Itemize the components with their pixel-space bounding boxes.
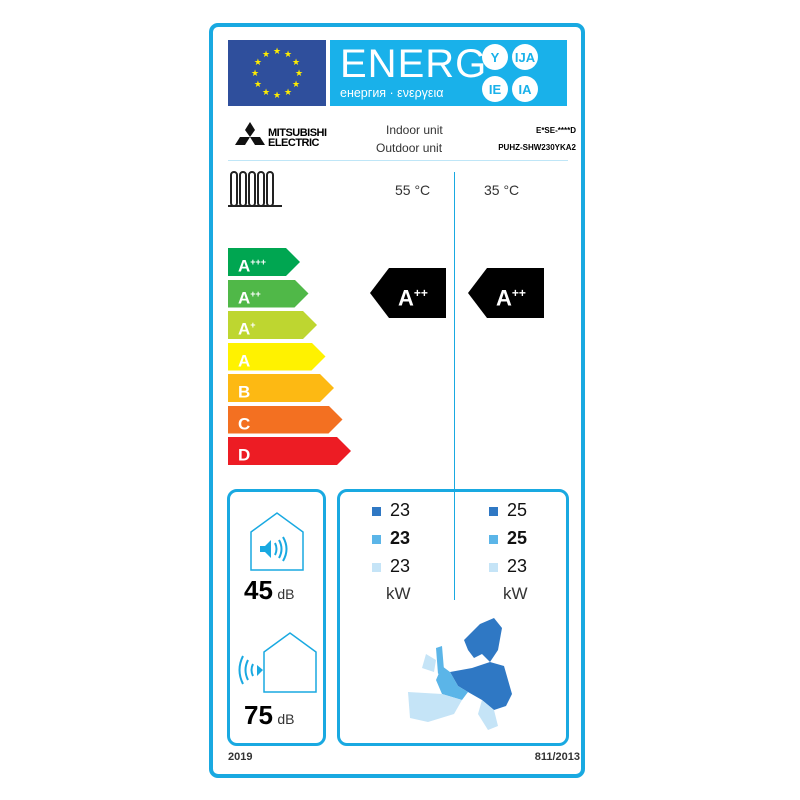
eu-star-icon: ★	[292, 57, 300, 67]
outdoor-noise-unit: dB	[277, 711, 295, 727]
scale-class-6: D	[228, 437, 351, 465]
eu-stars-icon: ★ ★★★★★★★★★★★	[251, 46, 303, 100]
suffix-ie: IE	[482, 76, 508, 102]
scale-class-plus: +++	[250, 257, 267, 267]
rating-35-base: A	[496, 285, 512, 311]
eu-star-icon: ★	[262, 87, 270, 97]
power-value: 25	[507, 528, 528, 548]
column-divider	[454, 172, 455, 600]
energy-subtitle: енергия · ενεργεια	[340, 86, 444, 100]
regulation: 811/2013	[534, 751, 580, 763]
mitsubishi-logo-icon	[235, 122, 265, 145]
outdoor-model: PUHZ-SHW230YKA2	[498, 143, 576, 152]
noise-box: 45 dB 75 dB	[227, 489, 326, 746]
climate-zone-icon	[489, 562, 498, 572]
climate-zone-icon	[372, 562, 381, 572]
brand-line1: MITSUBISHI	[268, 127, 327, 139]
scale-class-letter: A	[238, 256, 251, 276]
climate-zone-icon	[372, 534, 381, 544]
indoor-model: E*SE-****D	[535, 126, 576, 135]
eu-star-icon: ★	[295, 68, 303, 78]
power-col55-row-2: 23	[372, 556, 410, 577]
power-value: 25	[507, 500, 528, 520]
power-value: 23	[390, 500, 411, 520]
eu-star-icon: ★	[284, 49, 292, 59]
brand-line2: ELECTRIC	[268, 137, 319, 149]
divider	[228, 160, 568, 161]
suffix-ija: IJA	[512, 44, 538, 70]
energy-banner: ENERG енергия · ενεργεια Y IJA IE IA	[330, 40, 567, 106]
power-unit-35: kW	[503, 584, 528, 603]
eu-star-icon: ★	[254, 79, 262, 89]
scale-class-5: C	[228, 405, 343, 434]
suffix-ia: IA	[512, 76, 538, 102]
label-frame	[209, 23, 585, 778]
scale-class-4: B	[228, 374, 334, 402]
energy-word: ENERG	[340, 42, 488, 86]
temp-35: 35 °C	[484, 182, 520, 198]
power-box: 23 23 23 25 25 23 kW kW	[337, 489, 569, 746]
outdoor-noise-value: 75	[244, 700, 273, 730]
rating-55-base: A	[398, 285, 414, 311]
climate-zone-icon	[372, 506, 381, 516]
scale-class-letter: A	[238, 319, 251, 339]
eu-star-icon: ★	[262, 49, 270, 59]
indoor-noise: 45 dB	[244, 575, 295, 606]
scale-class-letter: A	[238, 288, 251, 308]
brand-name: MITSUBISHI ELECTRIC	[268, 127, 327, 149]
outdoor-label: Outdoor unit	[376, 141, 443, 155]
power-unit-55: kW	[386, 584, 411, 603]
radiator-icon	[228, 171, 282, 207]
eu-star-icon: ★	[251, 68, 259, 78]
scale-class-0: A+++	[228, 248, 300, 276]
indoor-noise-value: 45	[244, 575, 273, 605]
temp-55: 55 °C	[395, 182, 431, 198]
indoor-noise-unit: dB	[277, 586, 295, 602]
scale-class-letter: A	[238, 351, 251, 371]
scale-class-1: A++	[228, 279, 309, 308]
outdoor-noise: 75 dB	[244, 700, 295, 731]
rating-35-sup: ++	[511, 286, 526, 300]
eu-star-icon: ★	[254, 57, 262, 67]
power-value: 23	[390, 556, 411, 576]
power-col55-row-1: 23	[372, 528, 410, 549]
eu-star-icon: ★	[273, 46, 281, 56]
scale-class-3: A	[228, 342, 326, 371]
eu-star-icon: ★	[292, 79, 300, 89]
year: 2019	[228, 751, 253, 763]
eu-star-icon: ★	[273, 90, 281, 100]
scale-class-letter: D	[238, 445, 251, 465]
power-col35-row-0: 25	[489, 500, 527, 521]
indoor-noise-icon	[250, 512, 304, 571]
scale-class-2: A+	[228, 311, 317, 339]
power-col35-row-1: 25	[489, 528, 527, 549]
power-col55-row-0: 23	[372, 500, 410, 521]
climate-zone-icon	[489, 534, 498, 544]
climate-zone-icon	[489, 506, 498, 516]
eu-star-icon: ★	[284, 87, 292, 97]
power-col35-row-2: 23	[489, 556, 527, 577]
rating-55-sup: ++	[413, 286, 428, 300]
eu-flag: ★ ★ ★ ★ ★ ★ ★ ★ ★ ★ ★ ★	[228, 40, 326, 106]
scale-class-plus: ++	[250, 288, 261, 299]
scale-class-letter: B	[238, 382, 251, 402]
scale-class-plus: +	[250, 320, 256, 330]
power-value: 23	[507, 556, 528, 576]
power-value: 23	[390, 528, 411, 548]
indoor-label: Indoor unit	[386, 123, 443, 137]
suffix-y: Y	[482, 44, 508, 70]
scale-class-letter: C	[238, 414, 251, 434]
outdoor-noise-icon	[238, 632, 317, 693]
europe-climate-map-icon	[408, 618, 512, 730]
